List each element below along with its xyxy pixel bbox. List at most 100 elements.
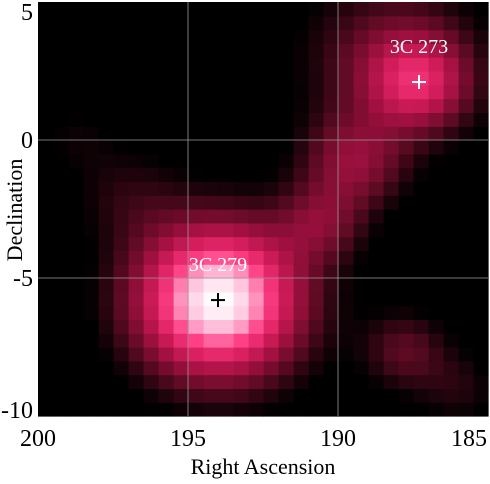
heatmap-cell <box>263 126 279 141</box>
heatmap-cell <box>188 388 204 403</box>
heatmap-cell <box>158 29 174 44</box>
heatmap-cell <box>143 15 159 31</box>
heatmap-cell <box>263 181 279 196</box>
heatmap-cell <box>173 167 189 182</box>
heatmap-cell <box>158 98 174 113</box>
heatmap-cell <box>53 98 69 113</box>
heatmap-cell <box>293 402 309 417</box>
heatmap-cell <box>308 84 324 100</box>
heatmap-cell <box>383 43 399 58</box>
heatmap-cell <box>38 126 54 141</box>
heatmap-cell <box>323 195 339 210</box>
heatmap-cell <box>113 278 129 293</box>
heatmap-cell <box>83 43 99 58</box>
heatmap-cell <box>128 43 144 58</box>
heatmap-cell <box>188 43 204 58</box>
heatmap-cell <box>473 57 489 72</box>
heatmap-cell <box>473 291 489 307</box>
heatmap-cell <box>113 250 129 265</box>
heatmap-cell <box>203 360 219 376</box>
heatmap-cell <box>473 126 489 141</box>
heatmap-cell <box>248 374 264 389</box>
heatmap-cell <box>293 291 309 307</box>
heatmap-cell <box>338 264 354 279</box>
heatmap-cell <box>173 319 189 334</box>
heatmap-cell <box>278 15 294 31</box>
heatmap-cell <box>53 250 69 265</box>
heatmap-cell <box>473 29 489 44</box>
heatmap-cell <box>428 319 444 334</box>
heatmap-cell <box>278 305 294 320</box>
heatmap-cell <box>53 2 69 17</box>
heatmap-cell <box>218 278 234 293</box>
heatmap-cell <box>98 374 114 389</box>
heatmap-cell <box>443 264 459 279</box>
heatmap-cell <box>323 333 339 348</box>
heatmap-cell <box>83 167 99 182</box>
heatmap-cell <box>38 305 54 320</box>
heatmap-cell <box>233 347 249 362</box>
heatmap-cell <box>443 278 459 293</box>
heatmap-cell <box>443 126 459 141</box>
heatmap-cell <box>128 112 144 127</box>
heatmap-cell <box>263 360 279 376</box>
heatmap-cell <box>113 333 129 348</box>
heatmap-cell <box>458 402 474 417</box>
heatmap-cell <box>143 374 159 389</box>
heatmap-cell <box>248 360 264 376</box>
heatmap-cell <box>128 140 144 155</box>
heatmap-cell <box>353 250 369 265</box>
heatmap-cell <box>278 181 294 196</box>
heatmap-cell <box>368 209 384 224</box>
heatmap-cell <box>428 333 444 348</box>
heatmap-cell <box>353 333 369 348</box>
heatmap-cell <box>458 2 474 17</box>
heatmap-cell <box>338 98 354 113</box>
heatmap-cell <box>308 319 324 334</box>
heatmap-cell <box>38 388 54 403</box>
heatmap-cell <box>188 153 204 169</box>
heatmap-cell <box>263 98 279 113</box>
heatmap-cell <box>203 15 219 31</box>
heatmap-cell <box>83 112 99 127</box>
heatmap-cell <box>98 264 114 279</box>
heatmap-cell <box>188 195 204 210</box>
heatmap-cell <box>83 195 99 210</box>
heatmap-cell <box>53 29 69 44</box>
heatmap-cell <box>233 236 249 251</box>
heatmap-cell <box>428 209 444 224</box>
heatmap-cell <box>458 250 474 265</box>
heatmap-cell <box>68 181 84 196</box>
heatmap-cell <box>338 112 354 127</box>
heatmap-cell <box>68 319 84 334</box>
heatmap-cell <box>368 278 384 293</box>
heatmap-cell <box>218 98 234 113</box>
heatmap-cell <box>443 305 459 320</box>
heatmap-cell <box>173 29 189 44</box>
heatmap-cell <box>278 347 294 362</box>
heatmap-cell <box>98 2 114 17</box>
heatmap-cell <box>98 167 114 182</box>
heatmap-cell <box>263 374 279 389</box>
heatmap-cell <box>383 140 399 155</box>
heatmap-cell <box>353 291 369 307</box>
heatmap-cell <box>53 140 69 155</box>
heatmap-cell <box>98 236 114 251</box>
heatmap-cell <box>53 264 69 279</box>
heatmap-cell <box>233 84 249 100</box>
heatmap-cell <box>428 71 444 86</box>
heatmap-cell <box>413 222 429 238</box>
heatmap-cell <box>458 333 474 348</box>
heatmap-cell <box>278 209 294 224</box>
heatmap-cell <box>158 264 174 279</box>
heatmap-cell <box>173 291 189 307</box>
heatmap-cell <box>68 15 84 31</box>
heatmap-cell <box>83 264 99 279</box>
heatmap-cell <box>398 305 414 320</box>
heatmap-cell <box>68 236 84 251</box>
heatmap-cell <box>323 402 339 417</box>
heatmap-cell <box>53 112 69 127</box>
heatmap-cell <box>473 250 489 265</box>
heatmap-cell <box>443 236 459 251</box>
heatmap-cell <box>293 236 309 251</box>
